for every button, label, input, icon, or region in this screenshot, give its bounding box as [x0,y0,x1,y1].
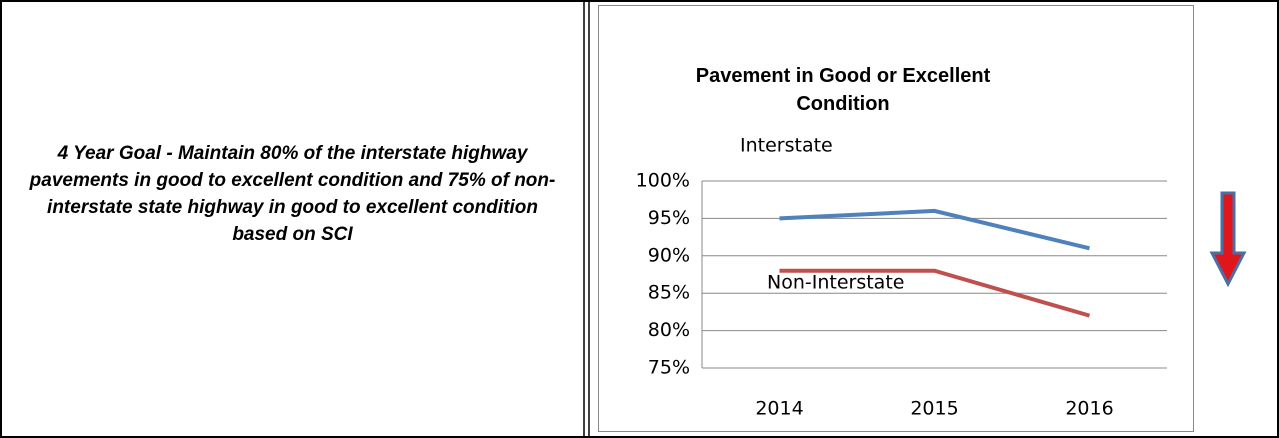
series-label: Non-Interstate [767,272,904,294]
x-tick-label: 2016 [1065,398,1113,420]
y-tick-label: 90% [648,244,690,266]
plot: 75% 80% 85% 90% 95% 100% 2014 2015 2016 Interstat… [636,135,1167,420]
chart-title: Pavement in Good or Excellent Condition [695,65,991,115]
line-series [779,268,1091,318]
series-label: Interstate [740,135,833,157]
line-series [779,208,1090,251]
y-tick-label: 85% [648,282,690,304]
goal-text: 4 Year Goal - Maintain 80% of the inters… [29,143,556,245]
x-tick-label: 2015 [910,398,958,420]
y-tick-label: 75% [648,357,690,379]
y-tick-label: 100% [636,170,690,192]
y-tick-label: 80% [648,319,690,341]
down-arrow [1209,191,1247,288]
y-tick-label: 95% [648,207,690,229]
x-tick-label: 2014 [755,398,803,420]
